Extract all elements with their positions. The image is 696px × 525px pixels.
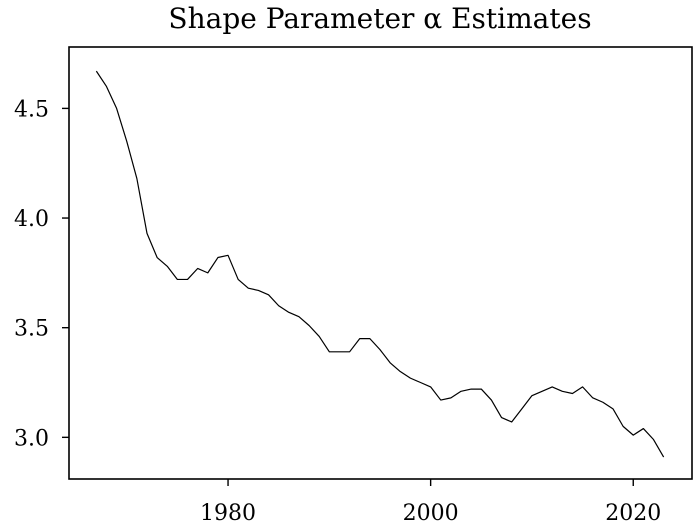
x-tick-label: 2020 <box>605 501 661 525</box>
x-tick-label: 1980 <box>200 501 256 525</box>
alpha-estimate-line <box>95 70 665 458</box>
y-tick-label: 3.5 <box>14 317 49 342</box>
x-tick-label: 2000 <box>403 501 459 525</box>
y-tick-label: 3.0 <box>14 426 49 451</box>
y-tick-label: 4.5 <box>14 97 49 122</box>
y-tick-label: 4.0 <box>14 207 49 232</box>
chart-title: Shape Parameter α Estimates <box>168 2 591 35</box>
plot-area-frame <box>68 46 693 480</box>
